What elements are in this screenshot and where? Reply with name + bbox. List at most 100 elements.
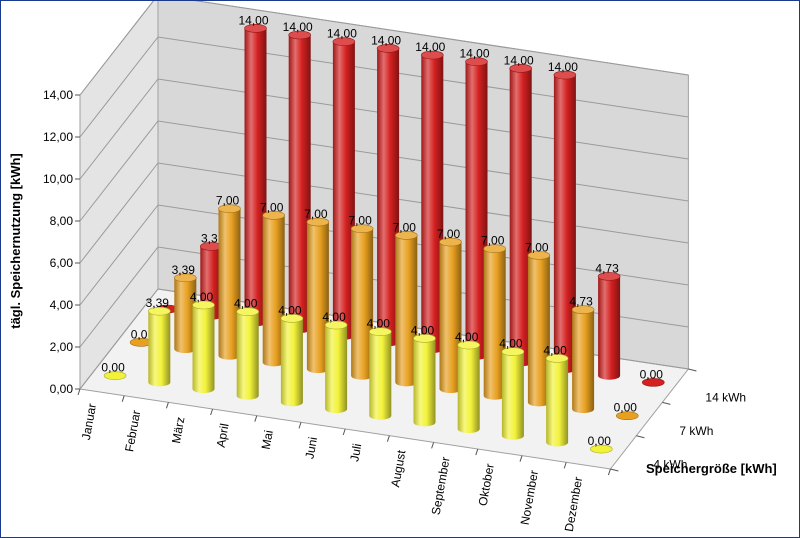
- x-tick-label: September: [429, 456, 453, 516]
- data-label: 0,0: [131, 327, 148, 341]
- data-label: 14,00: [283, 20, 313, 34]
- bar: [615, 411, 639, 421]
- gridline: [79, 1, 689, 96]
- data-label: 4,00: [499, 337, 523, 351]
- x-tick-mark: [298, 422, 302, 429]
- bar-top: [174, 273, 197, 283]
- data-label: 4,00: [411, 323, 435, 337]
- data-label: 0,00: [614, 401, 638, 415]
- z-tick-label: 4 kWh: [653, 457, 687, 471]
- bar-body: [527, 255, 550, 407]
- bar-top: [420, 50, 444, 60]
- bar: [439, 237, 462, 394]
- bar-top: [439, 237, 462, 247]
- data-label: 7,00: [304, 207, 328, 221]
- y-tick-label: 12,00: [43, 130, 73, 144]
- y-tick-label: 10,00: [43, 172, 73, 186]
- bar-top: [306, 217, 330, 227]
- bar-body: [148, 311, 171, 387]
- bar: [332, 37, 356, 340]
- x-tick-label: April: [214, 422, 232, 448]
- bar-body: [501, 351, 524, 440]
- data-label: 7,00: [216, 194, 240, 208]
- bar: [553, 70, 577, 374]
- bar-top: [457, 340, 481, 350]
- bar-body: [465, 61, 488, 360]
- bar-body: [395, 235, 418, 387]
- data-label: 7,00: [260, 200, 284, 214]
- bar: [589, 444, 613, 454]
- bars: 3,3 14,00 14,00 14,00 14,00 14,00 14,00 14,00 14…: [101, 13, 665, 454]
- bar-top: [465, 57, 488, 66]
- bar: [527, 251, 551, 407]
- data-label: 7,00: [348, 214, 372, 228]
- bar-top: [571, 305, 595, 315]
- bar: [324, 320, 348, 414]
- y-tick-label: 0,00: [50, 382, 74, 396]
- bar-top: [413, 334, 436, 343]
- bar-top: [597, 272, 621, 281]
- y-tick-labels: 0,00 2,00 4,00 6,00 8,00 10,00 12,00 14,00: [43, 88, 80, 396]
- data-label: 14,00: [548, 60, 578, 74]
- bar: [641, 378, 665, 387]
- data-label: 14,00: [238, 13, 268, 27]
- y-tick-label: 8,00: [50, 214, 74, 228]
- bar: [413, 334, 436, 427]
- data-label: 3,39: [146, 296, 170, 310]
- bar-body: [280, 318, 303, 407]
- z-tick-labels: 4 kWh 7 kWh 14 kWh: [610, 368, 746, 472]
- x-tick-mark: [519, 455, 523, 462]
- y-tick-label: 4,00: [50, 298, 74, 312]
- bar-body: [598, 276, 621, 380]
- bar-top: [192, 300, 215, 310]
- x-tick-label: November: [518, 469, 541, 526]
- bar-top: [527, 251, 551, 260]
- x-tick-mark: [121, 395, 125, 402]
- data-label: 3,3: [201, 231, 218, 245]
- bar-top: [509, 64, 533, 73]
- data-label: 4,00: [322, 310, 346, 324]
- data-label: 4,00: [278, 303, 302, 317]
- x-tick-mark: [77, 388, 81, 396]
- data-label: 4,00: [234, 297, 258, 311]
- bar-top: [324, 320, 348, 330]
- bar: [306, 217, 330, 374]
- bar-top: [501, 347, 525, 356]
- x-tick-label: Mai: [259, 429, 276, 450]
- bar: [420, 50, 444, 354]
- data-label: 14,00: [504, 53, 534, 67]
- x-tick-label: Dezember: [562, 476, 585, 533]
- data-label: 4,00: [190, 290, 214, 304]
- z-axis-title: Speichergröße [kWh]: [646, 461, 777, 476]
- bar: [148, 306, 171, 387]
- x-tick-mark: [210, 408, 214, 416]
- bar: [174, 273, 197, 354]
- bar-body: [457, 345, 480, 434]
- y-tick-label: 14,00: [43, 88, 73, 102]
- bar-body: [421, 55, 444, 354]
- bar: [376, 44, 400, 347]
- x-tick-mark: [342, 428, 346, 436]
- x-tick-label: Oktober: [476, 462, 497, 506]
- bar: [288, 30, 312, 334]
- bar-top: [368, 327, 392, 336]
- bar-top: [589, 444, 613, 454]
- bar: [545, 354, 569, 447]
- bar-body: [553, 75, 576, 374]
- data-label: 4,73: [595, 261, 619, 275]
- bar-top: [332, 37, 356, 46]
- bar: [509, 64, 533, 367]
- bar-body: [369, 331, 392, 420]
- data-label: 14,00: [459, 47, 489, 61]
- bar-body: [377, 48, 400, 347]
- bar-top: [103, 371, 127, 380]
- x-tick-label: Juli: [347, 442, 364, 462]
- bar: [394, 231, 418, 387]
- x-tick-mark: [475, 448, 479, 456]
- bar-body: [509, 68, 532, 367]
- data-label: 3,39: [172, 263, 196, 277]
- data-label: 4,00: [543, 343, 567, 357]
- z-tick-mark: [688, 368, 697, 372]
- z-tick-mark: [662, 401, 671, 405]
